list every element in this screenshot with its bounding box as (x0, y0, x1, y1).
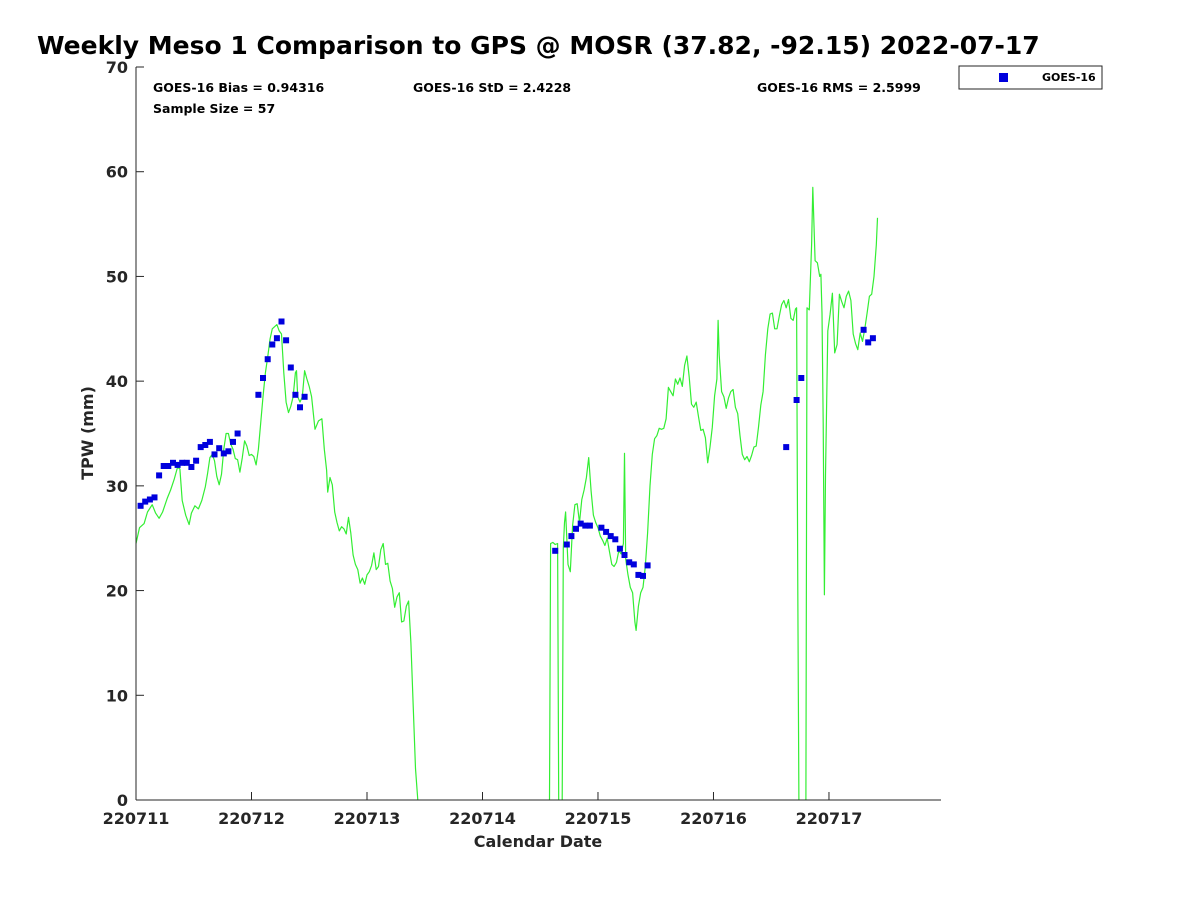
goes16-point (798, 375, 805, 381)
goes16-point (283, 337, 290, 344)
legend-box (958, 65, 1103, 90)
x-tick-label: 220711 (103, 809, 170, 828)
goes16-point (860, 326, 867, 333)
goes16-point (146, 496, 153, 503)
goes16-point (577, 520, 584, 527)
goes16-point (142, 498, 149, 505)
goes16-point (170, 459, 176, 466)
goes16-point (287, 364, 294, 371)
rms-stat: GOES-16 RMS = 2.5999 (757, 80, 921, 95)
goes16-point (202, 442, 209, 448)
goes16-point (644, 562, 651, 569)
goes16-point (621, 552, 628, 558)
goes16-point (297, 404, 303, 411)
goes16-point (225, 448, 232, 455)
goes16-point (640, 572, 646, 579)
goes16-point (603, 528, 610, 535)
goes16-point (197, 444, 204, 451)
goes16-point (783, 444, 790, 451)
goes16-point (582, 522, 589, 529)
x-tick-label: 220717 (796, 809, 863, 828)
y-tick-label: 30 (106, 477, 128, 496)
goes16-point (188, 464, 195, 470)
bias-stat: GOES-16 Bias = 0.94316 (153, 80, 324, 95)
goes16-point (220, 450, 227, 457)
goes16-point (273, 335, 280, 342)
legend-label-goes16: GOES-16 (1042, 71, 1096, 84)
goes16-point (630, 561, 637, 568)
goes16-point (292, 391, 299, 398)
legend-marker-goes16 (999, 73, 1008, 82)
x-tick-label: 220715 (565, 809, 632, 828)
goes16-point (869, 335, 876, 342)
y-tick-label: 50 (106, 267, 128, 286)
y-axis: 0 10 20 30 40 50 60 70 (106, 58, 144, 810)
goes16-point (174, 461, 181, 468)
goes16-point (552, 547, 559, 554)
x-axis: 220711 220712 220713 220714 220715 220716 2207… (103, 792, 863, 828)
goes16-point (151, 494, 158, 501)
goes16-point (234, 430, 241, 437)
goes16-point (607, 533, 614, 540)
y-tick-label: 20 (106, 582, 128, 601)
x-tick-label: 220714 (449, 809, 516, 828)
goes16-point (865, 339, 872, 346)
goes16-point (216, 445, 223, 452)
goes16-point (598, 524, 605, 531)
y-tick-label: 10 (106, 686, 128, 705)
x-axis-label: Calendar Date (474, 832, 603, 851)
plot-lines (135, 186, 879, 801)
goes16-point (612, 536, 619, 543)
gps-series-line (561, 298, 800, 801)
legend: GOES-16 (958, 65, 1103, 90)
goes16-point (626, 559, 633, 566)
goes16-point (563, 541, 570, 548)
goes16-point (179, 459, 186, 466)
goes16-point (568, 533, 575, 540)
goes16-point (278, 318, 285, 325)
goes16-point (586, 522, 593, 529)
goes16-point (793, 397, 800, 403)
gps-series-line (548, 541, 560, 801)
goes16-point (635, 571, 642, 578)
y-tick-label: 0 (117, 791, 128, 810)
goes16-point (211, 451, 218, 458)
y-tick-label: 40 (106, 372, 128, 391)
std-stat: GOES-16 StD = 2.4228 (413, 80, 571, 95)
goes16-point (137, 502, 144, 509)
x-tick-label: 220712 (218, 809, 285, 828)
goes16-point (269, 341, 276, 348)
goes16-point (193, 457, 200, 464)
goes16-point (255, 391, 262, 398)
gps-series-line (805, 186, 879, 801)
x-tick-label: 220713 (334, 809, 401, 828)
goes16-point (264, 356, 271, 363)
goes16-point (301, 393, 308, 400)
y-axis-label: TPW (mm) (78, 386, 97, 480)
chart-title: Weekly Meso 1 Comparison to GPS @ MOSR (… (37, 31, 1040, 60)
y-tick-label: 70 (106, 58, 128, 77)
goes16-point (165, 463, 172, 469)
goes16-point (260, 375, 266, 381)
gps-series-line (135, 324, 419, 801)
goes16-point (616, 545, 623, 552)
x-tick-label: 220716 (680, 809, 747, 828)
y-tick-label: 60 (106, 163, 128, 182)
goes16-point (156, 472, 163, 479)
plot-points (137, 318, 876, 579)
goes16-point (206, 438, 213, 445)
goes16-point (183, 459, 190, 466)
goes16-point (230, 438, 236, 445)
goes16-point (160, 463, 167, 469)
sample-size-stat: Sample Size = 57 (153, 101, 275, 116)
goes16-point (573, 525, 579, 532)
